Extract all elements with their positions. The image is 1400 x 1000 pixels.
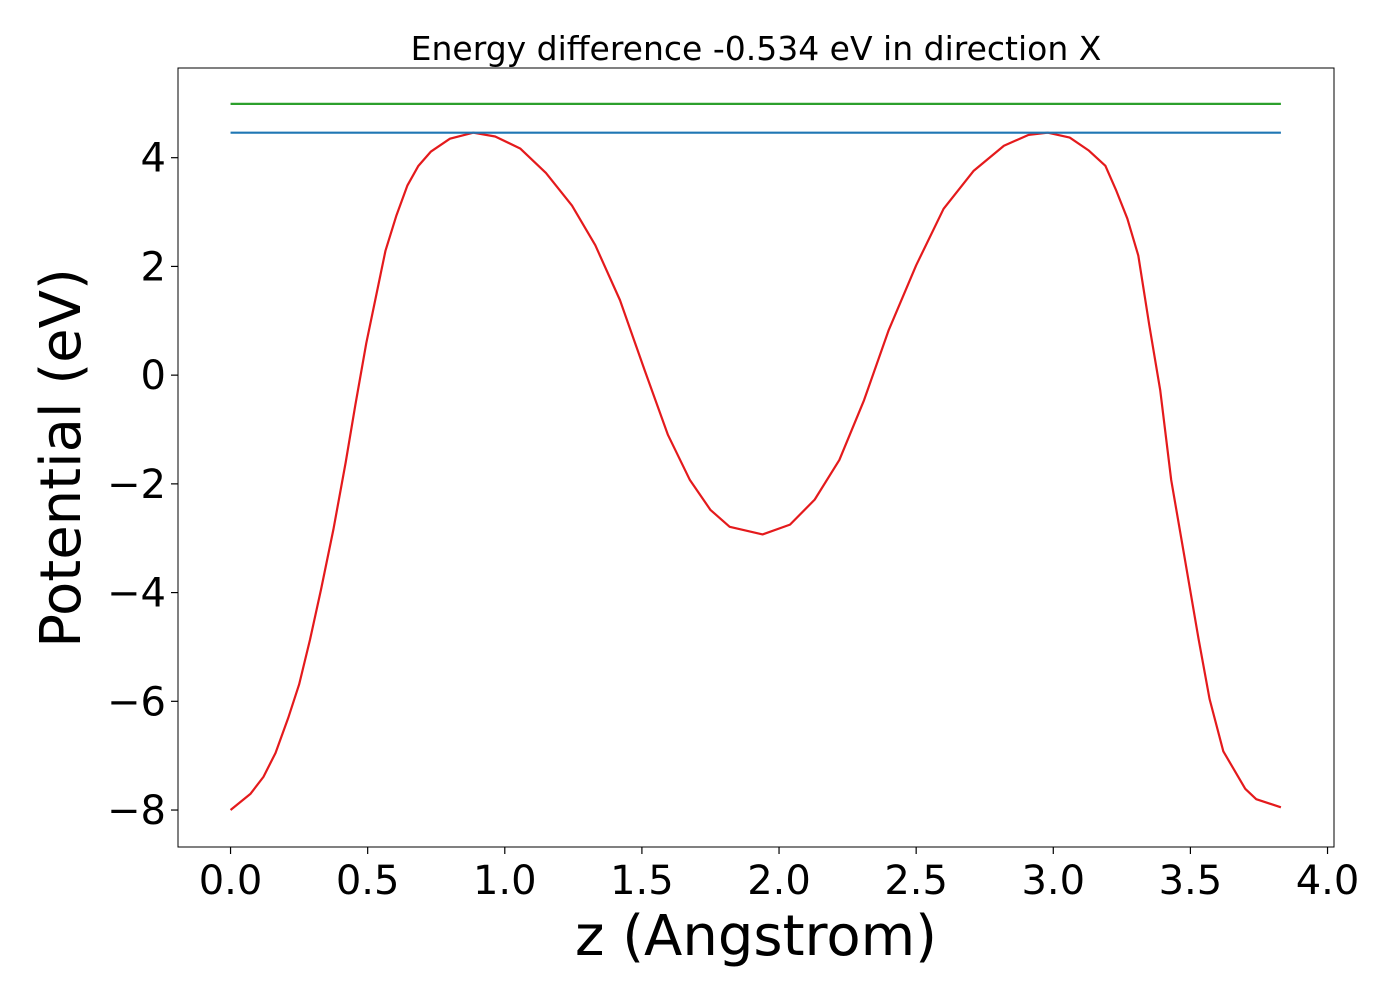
y-tick-label: 0 bbox=[141, 353, 166, 399]
plot-frame bbox=[177, 67, 1335, 848]
x-tick-label: 1.5 bbox=[610, 858, 674, 904]
x-tick-label: 0.0 bbox=[199, 858, 263, 904]
chart-title: Energy difference -0.534 eV in direction… bbox=[411, 29, 1102, 68]
y-tick-label: 2 bbox=[141, 244, 166, 290]
x-axis-label: z (Angstrom) bbox=[575, 904, 937, 969]
x-tick-label: 3.0 bbox=[1021, 858, 1085, 904]
y-tick-label: −6 bbox=[107, 679, 166, 725]
y-tick-label: −8 bbox=[107, 788, 166, 834]
y-tick-label: −4 bbox=[107, 571, 166, 617]
y-axis-label: Potential (eV) bbox=[29, 268, 94, 648]
y-tick-label: 4 bbox=[141, 136, 166, 182]
x-tick-label: 3.5 bbox=[1159, 858, 1223, 904]
y-tick-label: −2 bbox=[107, 462, 166, 508]
x-tick-label: 0.5 bbox=[336, 858, 400, 904]
x-tick-label: 4.0 bbox=[1296, 858, 1360, 904]
x-tick-label: 1.0 bbox=[473, 858, 537, 904]
line bbox=[229, 131, 1282, 811]
x-tick-label: 2.0 bbox=[747, 858, 811, 904]
x-tick-label: 2.5 bbox=[884, 858, 948, 904]
